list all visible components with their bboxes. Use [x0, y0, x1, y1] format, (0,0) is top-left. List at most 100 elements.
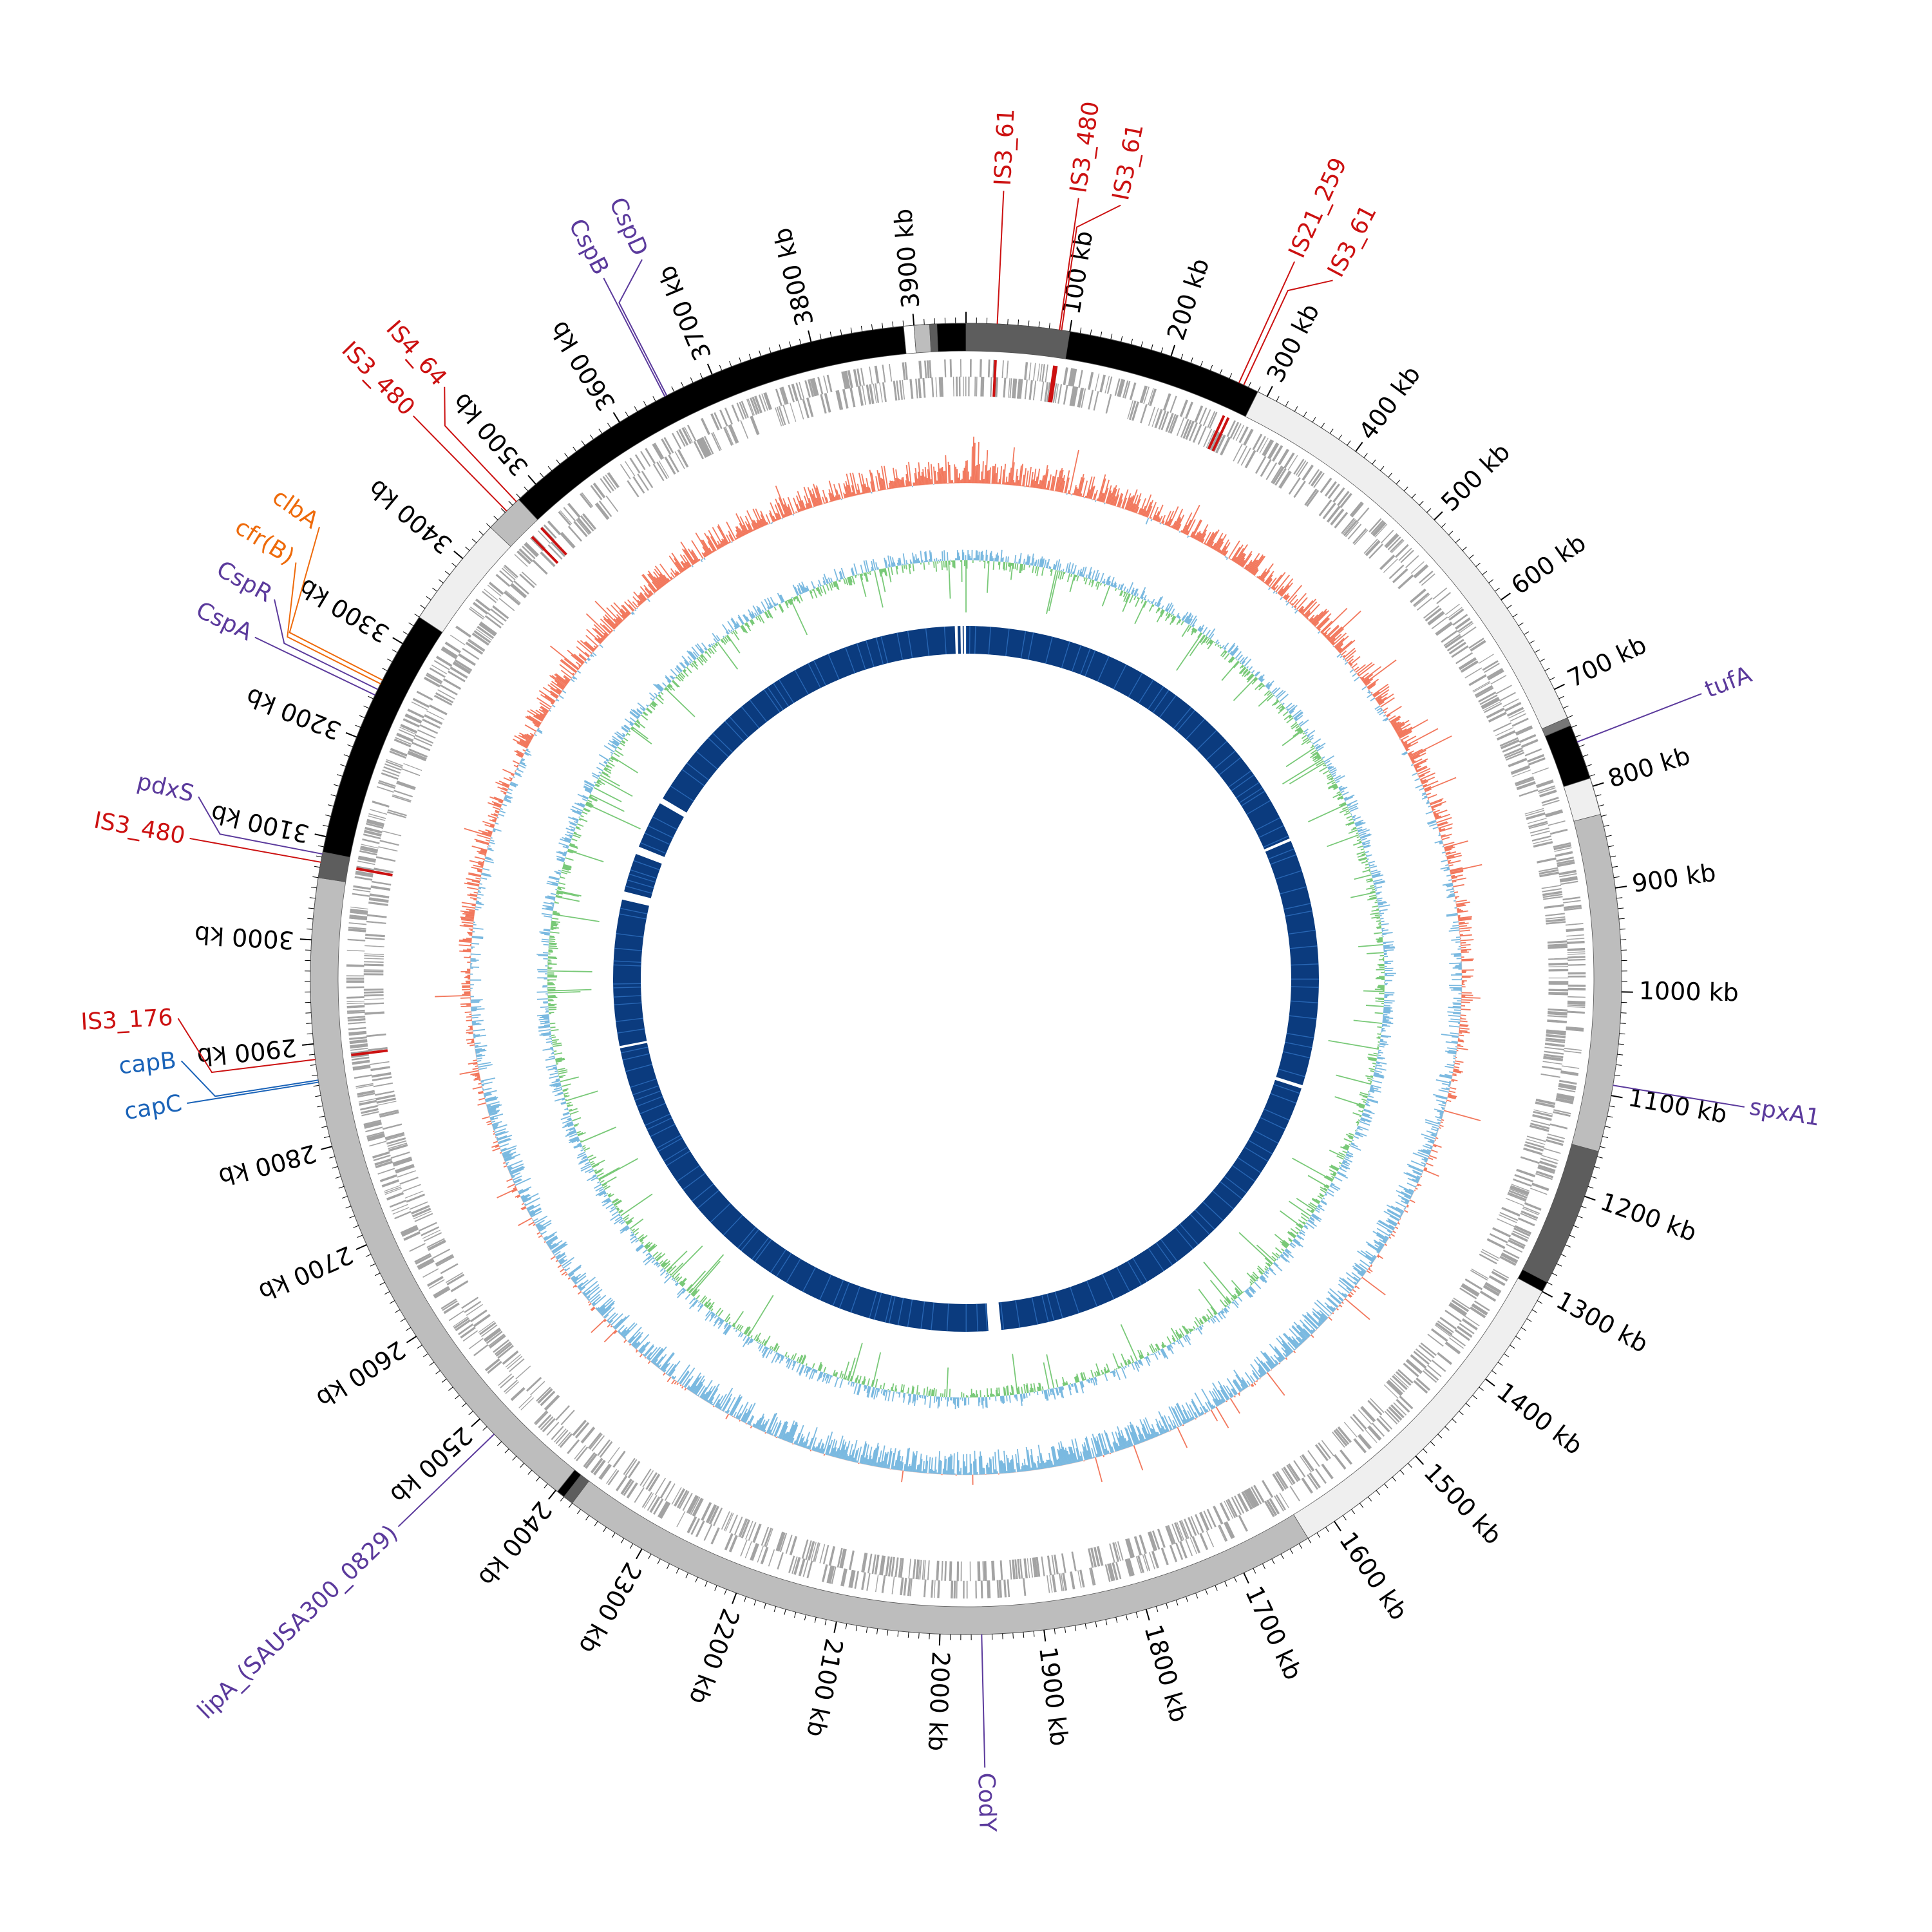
minor-tick [923, 319, 925, 325]
major-tick [392, 637, 403, 645]
minor-tick [1613, 876, 1620, 878]
homology-gap [658, 797, 688, 818]
minor-tick [334, 784, 340, 787]
minor-tick [1166, 1603, 1168, 1609]
minor-tick [804, 1615, 807, 1621]
minor-tick [748, 354, 752, 360]
axis-tick-label: 400 kb [1353, 361, 1426, 445]
minor-tick [1567, 715, 1573, 719]
minor-tick [573, 446, 577, 452]
minor-tick [465, 546, 470, 551]
minor-tick [1571, 724, 1577, 728]
minor-tick [887, 1629, 889, 1636]
major-tick [302, 1043, 314, 1046]
minor-tick [451, 562, 457, 567]
minor-tick [676, 1567, 679, 1574]
minor-tick [363, 705, 369, 709]
minor-tick [699, 373, 703, 379]
minor-tick [359, 715, 365, 719]
minor-tick [1531, 1309, 1537, 1313]
minor-tick [1526, 1318, 1532, 1322]
axis-tick-label: 1900 kb [1034, 1645, 1074, 1748]
minor-tick [871, 324, 873, 330]
minor-tick [1175, 1600, 1179, 1606]
major-tick [527, 475, 536, 485]
minor-tick [1580, 1206, 1587, 1209]
minor-tick [685, 1572, 689, 1578]
minor-tick [1054, 1628, 1056, 1634]
minor-tick [1573, 1225, 1579, 1228]
annotation-leader-line [187, 1081, 319, 1104]
minor-tick [379, 1282, 385, 1285]
annotation-leader-line [1243, 279, 1333, 386]
minor-tick [306, 1023, 312, 1024]
minor-tick [1316, 1532, 1321, 1538]
minor-tick [1607, 1115, 1613, 1118]
minor-tick [695, 1577, 698, 1583]
minor-tick [589, 434, 594, 440]
axis-tick-label: 1800 kb [1139, 1622, 1193, 1725]
minor-tick [365, 1254, 372, 1257]
minor-tick [1610, 855, 1616, 858]
major-tick [636, 1548, 643, 1560]
minor-tick [1012, 1633, 1014, 1639]
minor-tick [1084, 1623, 1087, 1629]
annotation-leader-line [397, 1434, 495, 1528]
minor-tick [1426, 508, 1432, 513]
major-tick [345, 732, 357, 738]
minor-tick [1596, 1156, 1603, 1159]
backbone-segment [1245, 391, 1568, 730]
minor-tick [312, 876, 319, 878]
minor-tick [535, 1477, 540, 1482]
minor-tick [319, 1115, 325, 1118]
homology-gap [960, 625, 963, 656]
minor-tick [1430, 1441, 1435, 1446]
minor-tick [461, 1403, 467, 1408]
axis-tick-label: 3200 kb [242, 682, 345, 745]
annotation-leader-line [254, 636, 375, 696]
minor-tick [1560, 1254, 1567, 1257]
minor-tick [759, 350, 762, 357]
minor-tick [1524, 631, 1530, 635]
minor-tick [1262, 1563, 1265, 1569]
minor-tick [1312, 417, 1316, 422]
cds-track [346, 359, 1586, 1599]
minor-tick [564, 453, 569, 459]
minor-tick [1437, 1434, 1443, 1439]
backbone-segment [1563, 777, 1601, 822]
backbone-segments-ring [310, 323, 1622, 1635]
annotation-leader-line [618, 259, 668, 396]
major-tick [321, 1146, 333, 1150]
minor-tick [1441, 523, 1446, 528]
minor-tick [1608, 845, 1615, 848]
minor-tick [1512, 613, 1518, 618]
annotation-leader-line [189, 837, 321, 863]
minor-tick [408, 622, 414, 627]
axis-tick-label: 3900 kb [889, 207, 925, 309]
major-tick [612, 412, 620, 423]
axis-tick-label: 2500 kb [384, 1421, 477, 1510]
minor-tick [876, 1628, 878, 1634]
major-tick [1170, 345, 1176, 357]
minor-tick [345, 1206, 352, 1209]
major-tick [471, 1418, 480, 1427]
minor-tick [1444, 1426, 1450, 1431]
minor-tick [1376, 1490, 1380, 1495]
annotation-label-capsule: capB [117, 1047, 177, 1079]
minor-tick [1028, 320, 1030, 327]
minor-tick [1586, 764, 1592, 767]
minor-tick [317, 1105, 323, 1108]
minor-tick [1518, 622, 1524, 627]
gc-skew-track [536, 549, 1396, 1410]
major-tick [1615, 886, 1627, 889]
minor-tick [1298, 1543, 1303, 1549]
minor-tick [1303, 412, 1307, 417]
minor-tick [516, 493, 521, 498]
annotation-label-resistance: clbA [267, 484, 323, 534]
major-tick [1584, 1195, 1596, 1201]
major-tick [1501, 592, 1511, 601]
minor-tick [471, 538, 477, 544]
minor-tick [504, 1448, 509, 1454]
minor-tick [724, 1589, 727, 1595]
